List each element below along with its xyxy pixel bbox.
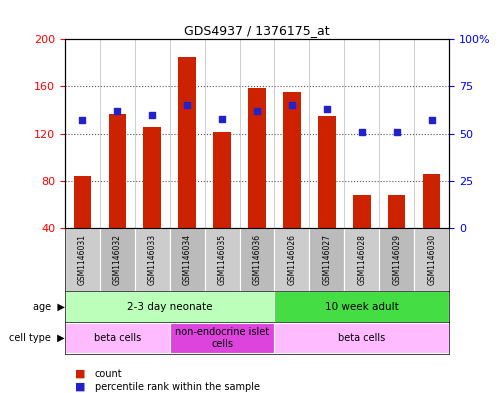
Bar [74,176,91,228]
Bar [379,228,414,291]
Point [183,102,191,108]
Point [428,117,436,123]
Text: percentile rank within the sample: percentile rank within the sample [95,382,260,392]
Bar [274,323,449,353]
Text: ■: ■ [75,369,85,379]
Text: GSM1146028: GSM1146028 [357,234,366,285]
Bar [423,174,440,228]
Bar [100,228,135,291]
Bar [414,228,449,291]
Bar [248,88,265,228]
Point [78,117,86,123]
Bar [144,127,161,228]
Text: GSM1146036: GSM1146036 [252,234,261,285]
Bar [283,92,300,228]
Text: beta cells: beta cells [94,333,141,343]
Point [148,112,156,118]
Point [393,129,401,135]
Text: GSM1146033: GSM1146033 [148,234,157,285]
Point [253,108,261,114]
Bar [170,323,274,353]
Text: GSM1146026: GSM1146026 [287,234,296,285]
Point [113,108,121,114]
Point [218,116,226,122]
Bar [65,323,170,353]
Text: GSM1146034: GSM1146034 [183,234,192,285]
Text: ■: ■ [75,382,85,392]
Text: 10 week adult: 10 week adult [325,301,399,312]
Text: non-endocrine islet
cells: non-endocrine islet cells [175,327,269,349]
Bar [309,228,344,291]
Point [288,102,296,108]
Text: count: count [95,369,122,379]
Bar [108,114,126,228]
Bar [65,292,274,321]
Title: GDS4937 / 1376175_at: GDS4937 / 1376175_at [184,24,330,37]
Text: age  ▶: age ▶ [33,301,65,312]
Bar [179,57,196,228]
Bar [353,195,370,228]
Bar [170,228,205,291]
Bar [135,228,170,291]
Bar [274,228,309,291]
Bar [344,228,379,291]
Bar [388,195,405,228]
Bar [205,228,240,291]
Point [323,106,331,112]
Text: 2-3 day neonate: 2-3 day neonate [127,301,213,312]
Text: beta cells: beta cells [338,333,385,343]
Text: GSM1146027: GSM1146027 [322,234,331,285]
Text: cell type  ▶: cell type ▶ [9,333,65,343]
Bar [214,132,231,228]
Text: GSM1146029: GSM1146029 [392,234,401,285]
Point [358,129,366,135]
Text: GSM1146030: GSM1146030 [427,234,436,285]
Text: GSM1146032: GSM1146032 [113,234,122,285]
Text: GSM1146035: GSM1146035 [218,234,227,285]
Text: GSM1146031: GSM1146031 [78,234,87,285]
Bar [274,292,449,321]
Bar [65,228,100,291]
Bar [318,116,335,228]
Bar [240,228,274,291]
